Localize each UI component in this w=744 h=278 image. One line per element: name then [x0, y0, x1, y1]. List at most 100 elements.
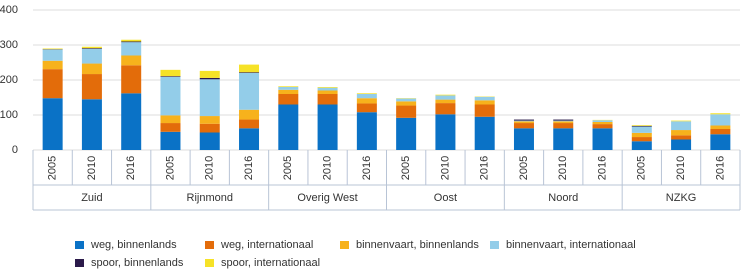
bar-segment: [553, 123, 573, 128]
bar-segment: [278, 87, 298, 90]
bar-segment: [160, 76, 180, 77]
y-tick-label: 200: [0, 74, 18, 86]
bar-segment: [396, 101, 416, 105]
bar-segment: [239, 128, 259, 150]
bar-segment: [710, 114, 730, 125]
bar-segment: [514, 121, 534, 123]
bar-segment: [239, 65, 259, 73]
bar-segment: [593, 128, 613, 150]
group-label: Oost: [434, 192, 457, 204]
bar-segment: [475, 100, 495, 104]
bar-segment: [239, 110, 259, 120]
legend-label: spoor, internationaal: [221, 257, 320, 269]
x-tick-label: 2010: [204, 156, 216, 180]
bar-segment: [200, 71, 220, 78]
bar-segment: [43, 50, 63, 61]
legend-label: weg, internationaal: [220, 239, 313, 251]
bar-segment: [632, 126, 652, 127]
bar-segment: [200, 79, 220, 116]
x-tick-label: 2005: [282, 156, 294, 180]
bar-segment: [553, 121, 573, 123]
legend-swatch: [205, 259, 214, 267]
legend-label: weg, binnenlands: [90, 239, 177, 251]
bar-segment: [82, 74, 102, 99]
bar-segment: [278, 94, 298, 105]
x-tick-label: 2016: [596, 156, 608, 180]
bar-segment: [514, 123, 534, 128]
bar-segment: [160, 77, 180, 116]
bar-segment: [435, 114, 455, 150]
bar-segment: [200, 78, 220, 79]
bar-segment: [435, 95, 455, 96]
bar-segment: [632, 125, 652, 126]
bar-segment: [593, 122, 613, 124]
bar-segment: [553, 128, 573, 150]
bar-segment: [200, 116, 220, 124]
bar-segment: [160, 132, 180, 150]
x-tick-label: 2005: [164, 156, 176, 180]
group-label: Noord: [548, 192, 578, 204]
bar-segment: [475, 117, 495, 150]
bar-segment: [671, 140, 691, 151]
x-tick-label: 2005: [636, 156, 648, 180]
bar-segment: [278, 86, 298, 87]
legend-label: spoor, binnenlands: [91, 257, 184, 269]
bar-segment: [121, 42, 141, 43]
bar-segment: [632, 141, 652, 150]
group-label: NZKG: [666, 192, 697, 204]
bar-segment: [43, 49, 63, 50]
bar-segment: [357, 103, 377, 112]
bar-segment: [82, 49, 102, 64]
x-tick-label: 2016: [479, 156, 491, 180]
bar-segment: [514, 121, 534, 122]
y-tick-label: 300: [0, 39, 18, 51]
bar-segment: [239, 73, 259, 110]
legend-swatch: [490, 241, 499, 249]
bar-segment: [593, 124, 613, 128]
x-tick-label: 2010: [439, 156, 451, 180]
bar-segment: [632, 137, 652, 141]
legend-label: binnenvaart, binnenlands: [356, 239, 479, 251]
x-tick-label: 2010: [86, 156, 98, 180]
bar-segment: [82, 99, 102, 150]
legend-label: binnenvaart, internationaal: [506, 239, 636, 251]
x-tick-label: 2005: [47, 156, 59, 180]
bar-segment: [43, 98, 63, 150]
bar-segment: [553, 120, 573, 121]
bar-segment: [435, 95, 455, 99]
bar-segment: [121, 93, 141, 150]
bar-segment: [318, 87, 338, 88]
group-label: Rijnmond: [187, 192, 233, 204]
bar-segment: [632, 127, 652, 133]
bar-segment: [200, 124, 220, 133]
bar-segment: [239, 120, 259, 129]
bar-segment: [671, 130, 691, 135]
x-tick-label: 2016: [714, 156, 726, 180]
bar-segment: [357, 94, 377, 98]
bar-segment: [43, 61, 63, 69]
x-tick-label: 2016: [361, 156, 373, 180]
bar-segment: [435, 103, 455, 114]
bar-segment: [82, 48, 102, 49]
bar-segment: [710, 134, 730, 150]
bar-segment: [357, 93, 377, 94]
x-tick-label: 2010: [557, 156, 569, 180]
bar-segment: [318, 91, 338, 95]
bar-segment: [43, 69, 63, 98]
legend-swatch: [340, 241, 349, 249]
bar-segment: [514, 120, 534, 121]
bar-segment: [278, 105, 298, 151]
bar-segment: [593, 120, 613, 122]
bar-segment: [435, 100, 455, 104]
y-tick-label: 0: [12, 144, 18, 156]
x-tick-label: 2005: [518, 156, 530, 180]
bar-segment: [710, 113, 730, 114]
bar-segment: [632, 133, 652, 137]
y-tick-label: 100: [0, 109, 18, 121]
bar-segment: [396, 106, 416, 118]
bar-segment: [357, 98, 377, 103]
group-label: Zuid: [81, 192, 102, 204]
bar-segment: [278, 90, 298, 94]
bar-segment: [318, 94, 338, 105]
